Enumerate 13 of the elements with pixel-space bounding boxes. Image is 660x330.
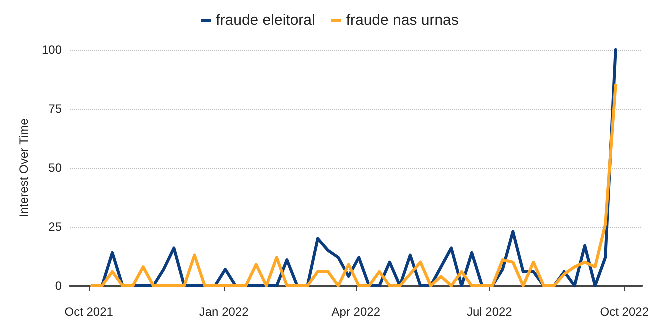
y-tick-label: 75 bbox=[48, 102, 62, 116]
y-tick-label: 100 bbox=[42, 43, 62, 57]
y-tick-label: 25 bbox=[48, 220, 62, 234]
x-tick-label: Apr 2022 bbox=[332, 305, 381, 319]
legend-label: fraude eleitoral bbox=[216, 12, 316, 29]
x-tick-label: Jul 2022 bbox=[466, 305, 513, 319]
x-tick-label: Oct 2022 bbox=[600, 305, 650, 319]
x-tick-label: Jan 2022 bbox=[199, 305, 250, 319]
y-tick-label: 0 bbox=[55, 279, 62, 293]
legend-label: fraude nas urnas bbox=[346, 12, 459, 29]
x-tick-label: Oct 2021 bbox=[64, 305, 114, 319]
y-tick-label: 50 bbox=[48, 161, 62, 175]
y-axis-title: Interest Over Time bbox=[17, 118, 31, 218]
